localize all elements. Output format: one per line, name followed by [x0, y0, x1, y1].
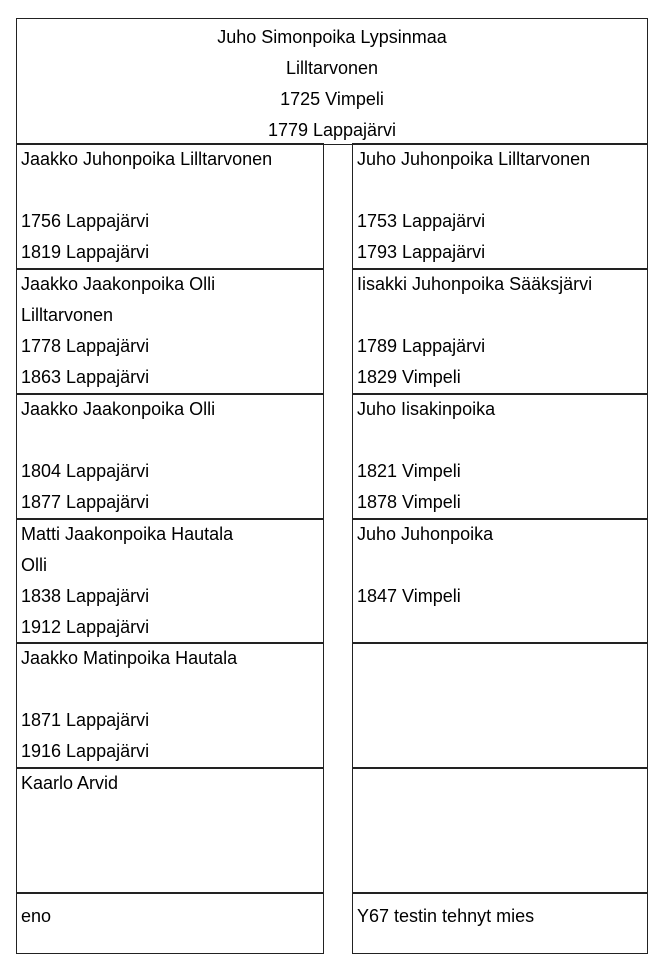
cell-line: [21, 425, 323, 456]
cell-line: Kaarlo Arvid: [21, 773, 119, 793]
cell-line: 1793 Lappajärvi: [357, 242, 486, 262]
cell-line: [21, 175, 323, 206]
cell-line: 1877 Lappajärvi: [21, 492, 150, 512]
cell-line: [357, 705, 647, 736]
right-lineage-cell: Juho Juhonpoika Lilltarvonen 1753 Lappajä…: [352, 143, 648, 270]
cell-line: 1863 Lappajärvi: [21, 367, 150, 387]
right-lineage-cell: Y67 testin tehnyt mies: [352, 892, 648, 954]
cell-line: [357, 300, 647, 331]
left-lineage-cell: Matti Jaakonpoika Hautala Olli 1838 Lappaj…: [16, 518, 324, 644]
cell-line: 1778 Lappajärvi: [21, 336, 150, 356]
cell-line: Juho Iisakinpoika: [357, 399, 496, 419]
cell-line: [357, 643, 647, 674]
cell-line: [357, 768, 647, 799]
cell-line: 1871 Lappajärvi: [21, 710, 150, 730]
cell-line: Lilltarvonen: [21, 305, 114, 325]
cell-line: [357, 736, 647, 767]
cell-line: 1838 Lappajärvi: [21, 586, 150, 606]
root-birth: 1725 Vimpeli: [280, 89, 384, 109]
right-lineage-cell: [352, 642, 648, 769]
left-lineage-cell: Kaarlo Arvid: [16, 767, 324, 894]
right-lineage-cell: Juho Juhonpoika 1847 Vimpeli: [352, 518, 648, 644]
cell-line: 1878 Vimpeli: [357, 492, 461, 512]
cell-line: Matti Jaakonpoika Hautala: [21, 524, 234, 544]
left-lineage-cell: Jaakko Juhonpoika Lilltarvonen 1756 Lappa…: [16, 143, 324, 270]
left-lineage-cell: Jaakko Jaakonpoika Olli 1804 Lappajärvi 18…: [16, 393, 324, 520]
cell-line: [357, 550, 647, 581]
root-death: 1779 Lappajärvi: [267, 120, 397, 140]
right-lineage-cell: Iisakki Juhonpoika Sääksjärvi 1789 Lappaj…: [352, 268, 648, 395]
cell-line: Jaakko Jaakonpoika Olli: [21, 274, 216, 294]
cell-line: [357, 830, 647, 861]
cell-line: 1829 Vimpeli: [357, 367, 461, 387]
cell-line: eno: [21, 906, 52, 926]
cell-line: [21, 674, 323, 705]
cell-line: 1916 Lappajärvi: [21, 741, 150, 761]
left-lineage-cell: Jaakko Matinpoika Hautala 1871 Lappajärvi…: [16, 642, 324, 769]
right-lineage-cell: Juho Iisakinpoika 1821 Vimpeli 1878 Vimpel…: [352, 393, 648, 520]
cell-line: 1847 Vimpeli: [357, 586, 461, 606]
left-lineage-cell: eno: [16, 892, 324, 954]
cell-line: 1819 Lappajärvi: [21, 242, 150, 262]
cell-line: [357, 425, 647, 456]
cell-line: [357, 674, 647, 705]
root-ancestor-box: Juho Simonpoika Lypsinmaa Lilltarvonen 1…: [16, 18, 648, 145]
cell-line: 1756 Lappajärvi: [21, 211, 150, 231]
cell-line: Jaakko Jaakonpoika Olli: [21, 399, 216, 419]
cell-line: [21, 799, 323, 830]
cell-line: [21, 861, 323, 892]
root-surname: Lilltarvonen: [285, 58, 379, 78]
cell-line: 1912 Lappajärvi: [21, 617, 150, 637]
cell-line: [21, 830, 323, 861]
cell-line: 1821 Vimpeli: [357, 461, 461, 481]
cell-line: Olli: [21, 555, 47, 575]
cell-line: Juho Juhonpoika: [357, 524, 494, 544]
cell-line: 1753 Lappajärvi: [357, 211, 486, 231]
cell-line: [357, 612, 647, 643]
root-name: Juho Simonpoika Lypsinmaa: [217, 27, 447, 47]
right-lineage-cell: [352, 767, 648, 894]
cell-line: 1804 Lappajärvi: [21, 461, 150, 481]
cell-line: [357, 799, 647, 830]
cell-line: Juho Juhonpoika Lilltarvonen: [357, 149, 591, 169]
cell-line: [357, 861, 647, 892]
left-lineage-cell: Jaakko Jaakonpoika Olli Lilltarvonen 1778 …: [16, 268, 324, 395]
cell-line: [357, 175, 647, 206]
cell-line: Iisakki Juhonpoika Sääksjärvi: [357, 274, 593, 294]
cell-line: Y67 testin tehnyt mies: [357, 906, 535, 926]
cell-line: 1789 Lappajärvi: [357, 336, 486, 356]
cell-line: Jaakko Juhonpoika Lilltarvonen: [21, 149, 273, 169]
cell-line: Jaakko Matinpoika Hautala: [21, 648, 238, 668]
